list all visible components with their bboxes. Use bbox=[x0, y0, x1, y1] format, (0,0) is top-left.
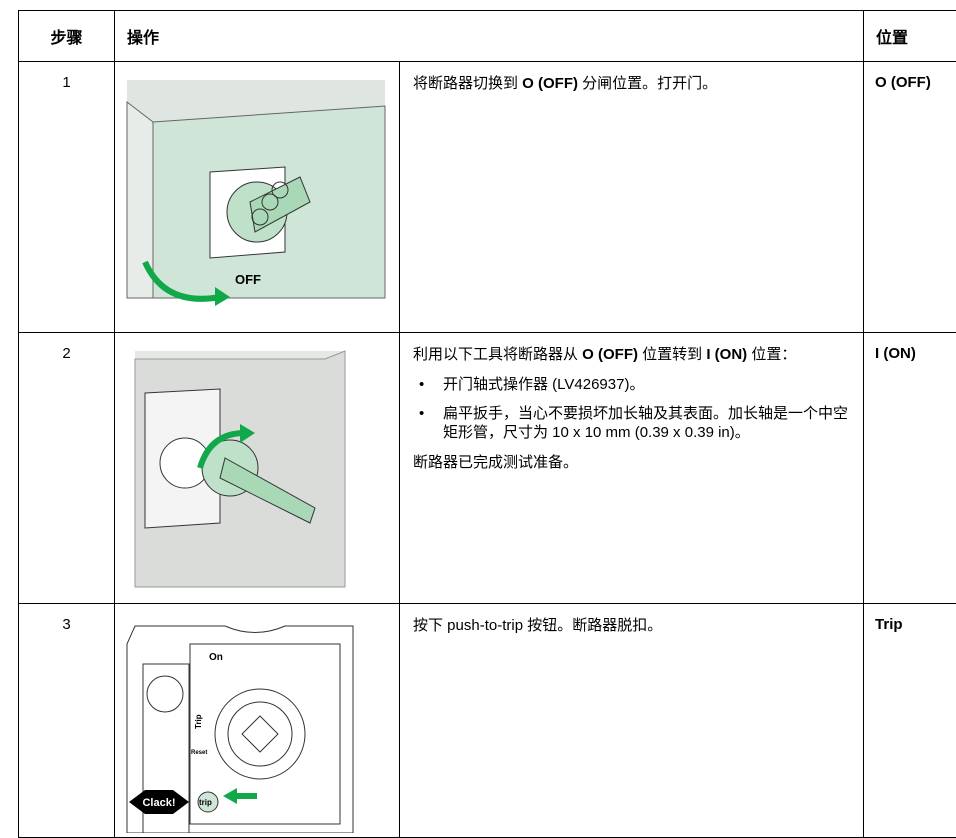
text: 断路器已完成测试准备。 bbox=[413, 454, 578, 471]
header-row: 步骤 操作 位置 bbox=[19, 11, 956, 62]
page: 步骤 操作 位置 1 OFF 将断路器切换到 O (OFF) 分闸位置。打开门。… bbox=[0, 0, 956, 820]
paragraph: 断路器已完成测试准备。 bbox=[413, 453, 851, 472]
image-label: On bbox=[209, 652, 223, 663]
text: 位置： bbox=[747, 346, 796, 363]
illustration bbox=[115, 333, 400, 599]
position-cell: O (OFF) bbox=[864, 62, 956, 333]
step-cell: 2 bbox=[19, 333, 115, 604]
image-label: Reset bbox=[191, 750, 207, 756]
image-label: Clack! bbox=[142, 797, 175, 809]
text: 位置转到 bbox=[638, 346, 706, 363]
text: O (OFF) bbox=[522, 75, 578, 92]
image-cell: OFF bbox=[115, 62, 400, 333]
image-cell bbox=[115, 333, 400, 604]
text: 利用以下工具将断路器从 bbox=[413, 346, 582, 363]
position-cell: I (ON) bbox=[864, 333, 956, 604]
illustration: OFF bbox=[115, 62, 400, 328]
description-cell: 将断路器切换到 O (OFF) 分闸位置。打开门。 bbox=[400, 62, 864, 333]
row: 3 On Trip Reset trip Clack! 按下 push-to-t… bbox=[19, 604, 956, 838]
image-label: OFF bbox=[235, 272, 261, 287]
header-cell: 步骤 bbox=[19, 11, 115, 62]
procedure-table: 步骤 操作 位置 1 OFF 将断路器切换到 O (OFF) 分闸位置。打开门。… bbox=[18, 10, 956, 838]
paragraph: 按下 push-to-trip 按钮。断路器脱扣。 bbox=[413, 616, 851, 635]
step-cell: 1 bbox=[19, 62, 115, 333]
image-cell: On Trip Reset trip Clack! bbox=[115, 604, 400, 838]
illustration: On Trip Reset trip Clack! bbox=[115, 604, 400, 833]
bullet: 扁平扳手，当心不要损坏加长轴及其表面。加长轴是一个中空矩形管，尺寸为 10 x … bbox=[443, 404, 851, 442]
text: 按下 push-to-trip 按钮。断路器脱扣。 bbox=[413, 617, 662, 634]
text: 将断路器切换到 bbox=[413, 75, 522, 92]
text: O (OFF) bbox=[582, 346, 638, 363]
image-label: Trip bbox=[194, 714, 203, 729]
bullet-list: 开门轴式操作器 (LV426937)。 扁平扳手，当心不要损坏加长轴及其表面。加… bbox=[413, 375, 851, 442]
position-cell: Trip bbox=[864, 604, 956, 838]
row: 2 利用以下工具将断路器从 O (OFF) 位置转到 I (ON) 位置： 开门… bbox=[19, 333, 956, 604]
row: 1 OFF 将断路器切换到 O (OFF) 分闸位置。打开门。 O (OFF) bbox=[19, 62, 956, 333]
description-cell: 利用以下工具将断路器从 O (OFF) 位置转到 I (ON) 位置： 开门轴式… bbox=[400, 333, 864, 604]
step-cell: 3 bbox=[19, 604, 115, 838]
text: 分闸位置。打开门。 bbox=[578, 75, 717, 92]
bullet: 开门轴式操作器 (LV426937)。 bbox=[443, 375, 851, 394]
header-cell: 操作 bbox=[115, 11, 864, 62]
text: I (ON) bbox=[706, 346, 747, 363]
paragraph: 将断路器切换到 O (OFF) 分闸位置。打开门。 bbox=[413, 74, 851, 93]
header-cell: 位置 bbox=[864, 11, 956, 62]
paragraph: 利用以下工具将断路器从 O (OFF) 位置转到 I (ON) 位置： bbox=[413, 345, 851, 364]
description-cell: 按下 push-to-trip 按钮。断路器脱扣。 bbox=[400, 604, 864, 838]
image-label: trip bbox=[199, 798, 212, 807]
